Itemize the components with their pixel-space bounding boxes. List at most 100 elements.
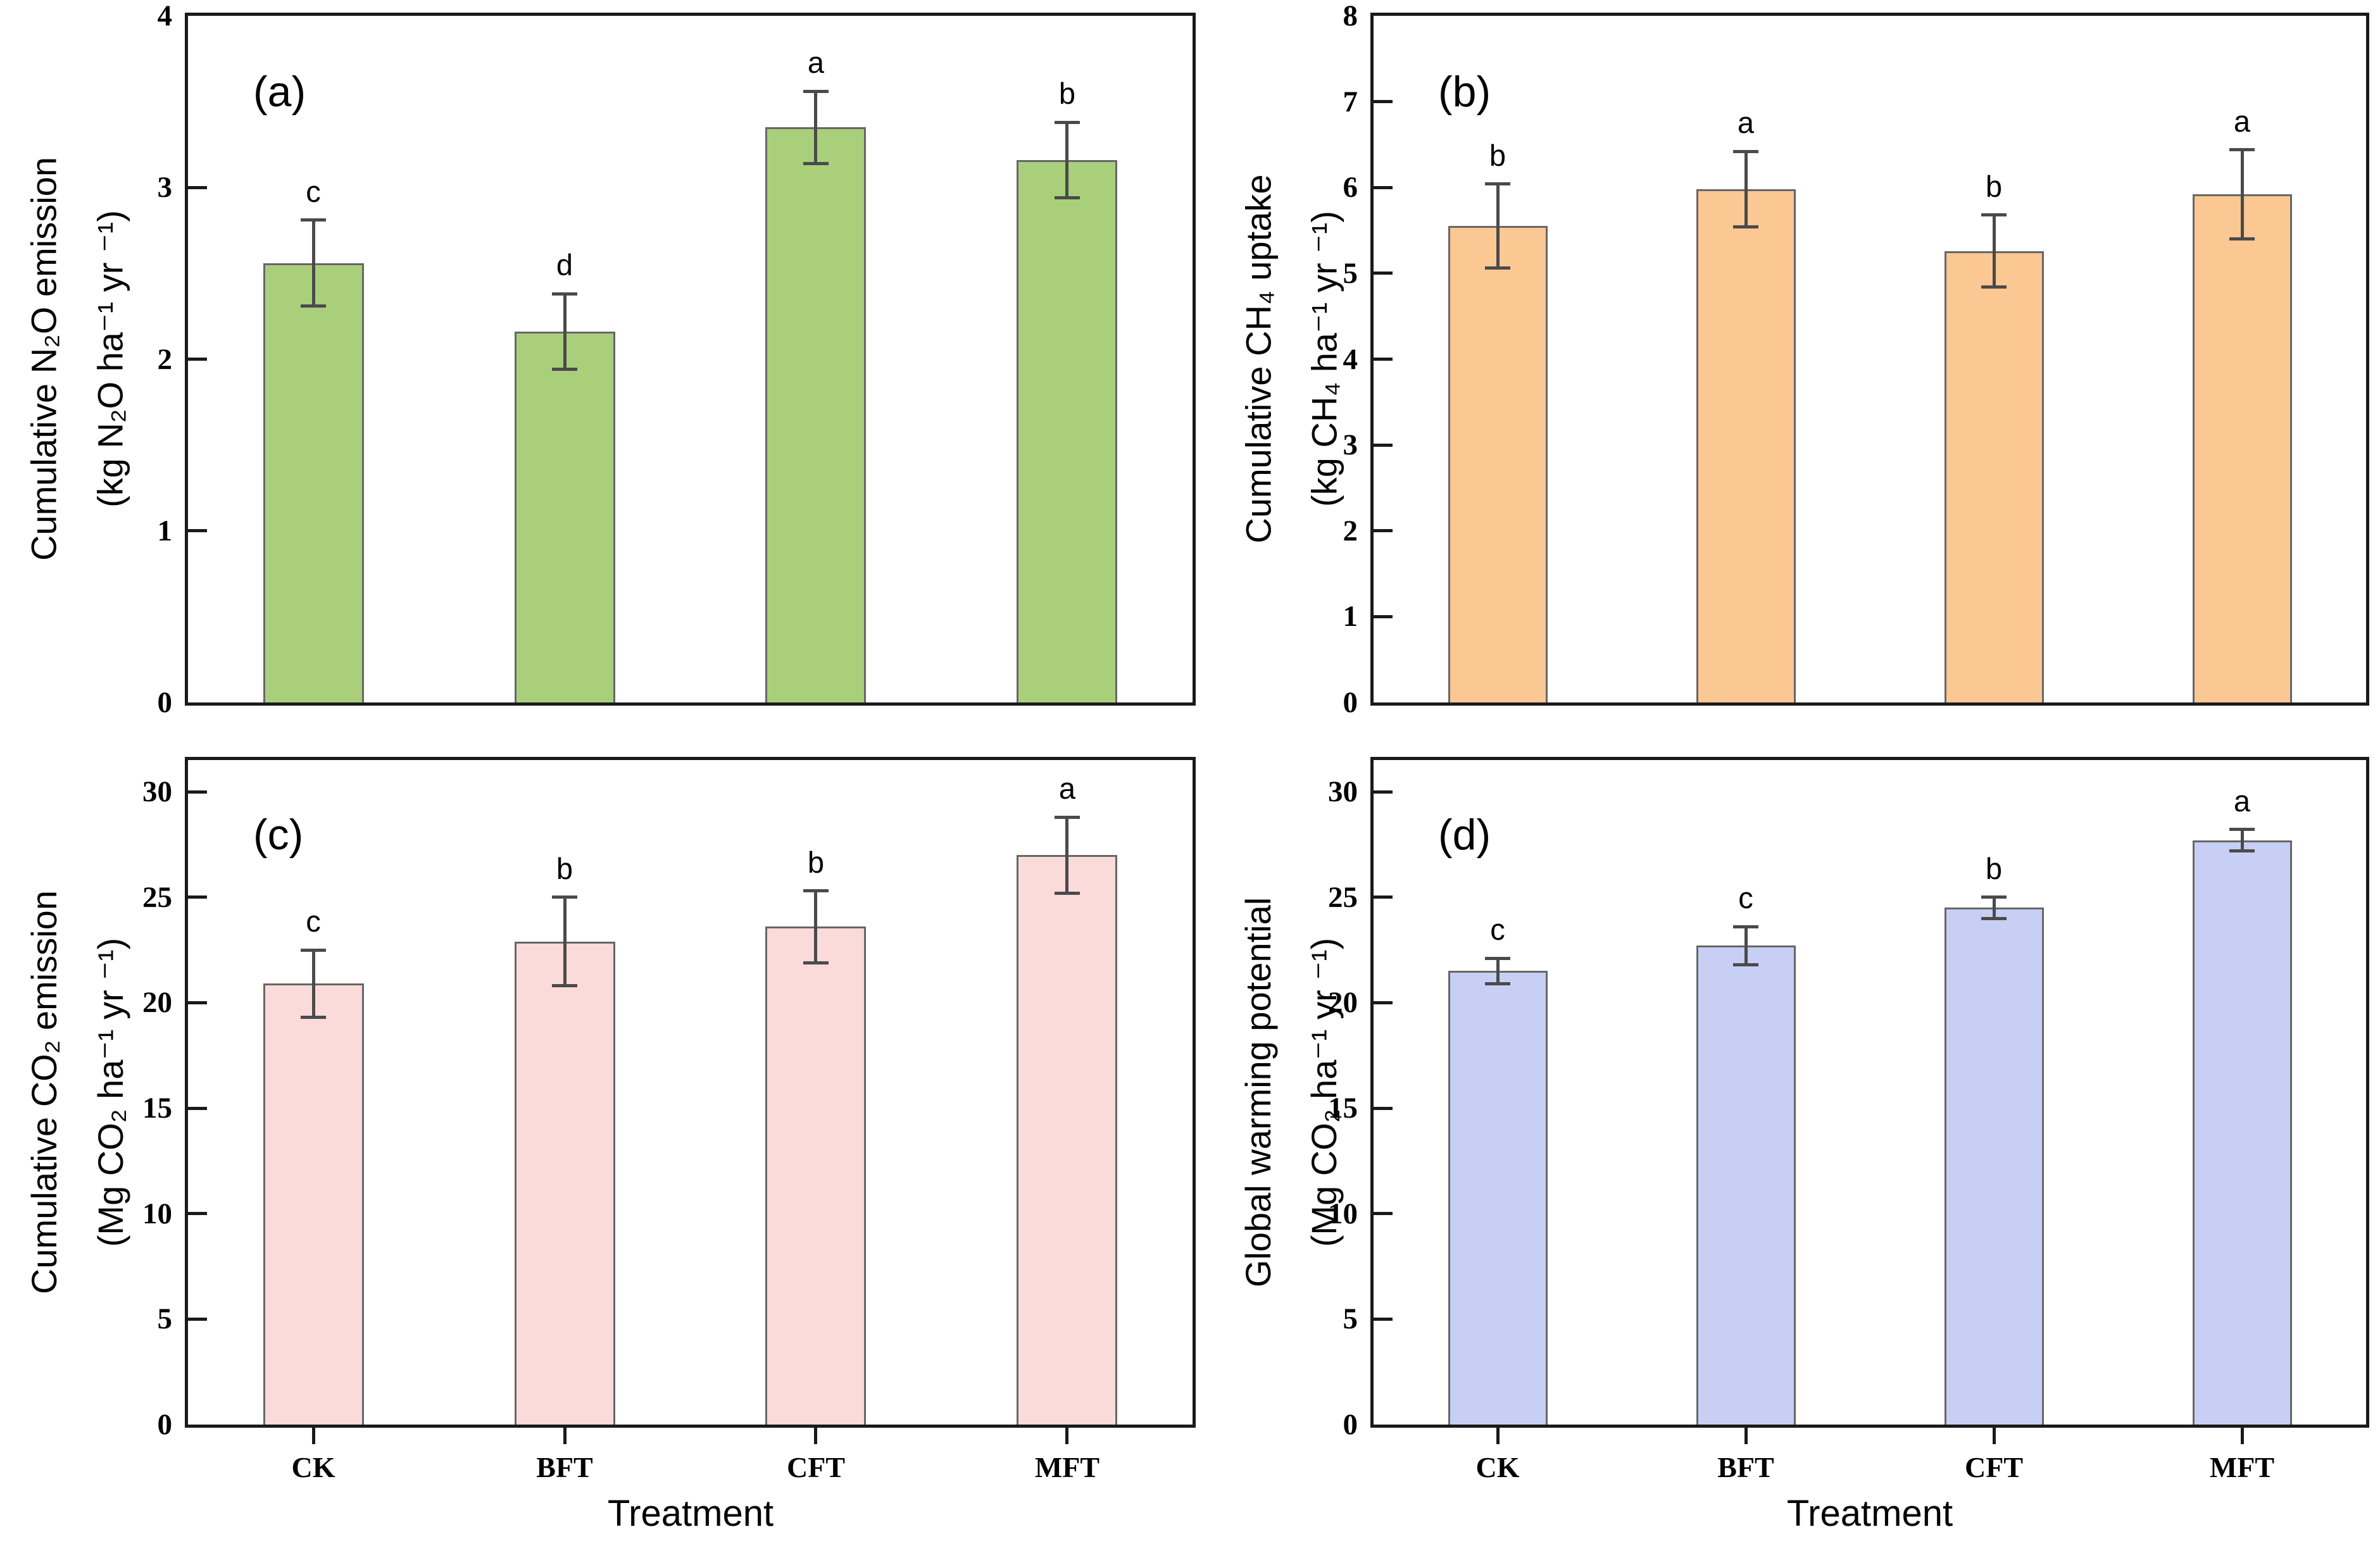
y-tick-mark <box>188 1212 207 1215</box>
error-bar <box>312 220 315 306</box>
bar-CFT <box>765 926 866 1425</box>
y-tick-mark <box>1374 358 1393 361</box>
error-bar-cap <box>1055 892 1080 895</box>
error-bar <box>1993 897 1996 918</box>
error-bar-cap <box>1055 196 1080 199</box>
significance-letter: b <box>1985 852 2003 885</box>
y-tick-label: 25 <box>1328 881 1358 914</box>
panel-tag-b: (b) <box>1438 68 1491 116</box>
y-tick-mark <box>1374 1318 1393 1321</box>
y-tick-mark <box>1374 100 1393 103</box>
y-tick-mark <box>188 895 207 899</box>
x-tick-label: CFT <box>787 1451 845 1483</box>
y-tick-mark <box>1374 1212 1393 1215</box>
bar-BFT <box>515 942 615 1425</box>
error-bar-cap <box>803 90 829 93</box>
error-bar-cap <box>301 218 326 221</box>
significance-letter: b <box>556 852 573 885</box>
x-tick-label: MFT <box>1034 1451 1100 1483</box>
error-bar-cap <box>552 292 577 296</box>
x-tick-label: CK <box>291 1451 335 1483</box>
y-axis-title-panel-d: Global warming potential <box>1238 897 1278 1288</box>
error-bar <box>1065 817 1068 893</box>
y-tick-label: 0 <box>1343 686 1358 719</box>
y-tick-mark <box>1374 186 1393 189</box>
error-bar <box>1744 151 1748 227</box>
y-tick-label: 4 <box>1343 343 1358 376</box>
x-axis-title-right: Treatment <box>1786 1493 1953 1534</box>
error-bar-cap <box>1733 150 1758 153</box>
error-bar <box>2241 150 2244 239</box>
y-tick-mark <box>1374 271 1393 275</box>
error-bar-cap <box>1981 895 2007 899</box>
significance-letter: a <box>2233 104 2251 138</box>
error-bar-cap <box>2229 148 2255 151</box>
significance-letter: a <box>807 46 825 79</box>
x-tick-mark <box>1065 1428 1068 1444</box>
error-bar-cap <box>2229 828 2255 831</box>
error-bar-cap <box>1733 925 1758 928</box>
x-tick-label: CFT <box>1965 1451 2023 1483</box>
error-bar-cap <box>803 889 829 892</box>
error-bar-cap <box>1485 982 1510 985</box>
error-bar <box>2241 830 2244 851</box>
x-tick-mark <box>1744 1428 1748 1444</box>
y-tick-mark <box>1374 444 1393 447</box>
y-tick-mark <box>1374 790 1393 794</box>
error-bar-cap <box>1485 957 1510 960</box>
error-bar-cap <box>803 961 829 964</box>
y-tick-label: 6 <box>1343 171 1358 204</box>
bar-BFT <box>1696 189 1796 702</box>
x-axis-title-left: Treatment <box>607 1493 774 1534</box>
bar-MFT <box>2193 194 2292 702</box>
error-bar <box>814 891 817 963</box>
y-tick-mark <box>188 358 207 361</box>
significance-letter: a <box>2233 784 2251 818</box>
y-tick-mark <box>1374 1107 1393 1110</box>
bar-CK <box>263 263 364 702</box>
error-bar-cap <box>1733 225 1758 228</box>
bar-CFT <box>765 127 866 702</box>
y-tick-label: 5 <box>1343 257 1358 290</box>
significance-letter: b <box>1058 77 1076 110</box>
error-bar <box>563 897 567 986</box>
error-bar-cap <box>2229 849 2255 852</box>
error-bar-cap <box>803 162 829 165</box>
y-tick-label: 30 <box>142 775 172 808</box>
bar-BFT <box>515 332 615 702</box>
x-tick-mark <box>1993 1428 1996 1444</box>
x-tick-mark <box>1496 1428 1500 1444</box>
bar-CFT <box>1945 908 2044 1425</box>
significance-letter: d <box>556 248 573 282</box>
bar-MFT <box>2193 840 2292 1425</box>
y-axis-title-panel-c: Cumulative CO₂ emission <box>24 890 64 1294</box>
y-tick-label: 5 <box>157 1302 173 1335</box>
y-tick-mark <box>1374 615 1393 618</box>
bar-CFT <box>1945 251 2044 702</box>
plot-area-panel-c: (c) c b b a <box>185 757 1196 1428</box>
y-tick-label: 15 <box>1328 1092 1358 1125</box>
y-tick-label: 2 <box>157 343 173 376</box>
plot-area-panel-a: (a) c d a b <box>185 13 1196 706</box>
y-tick-mark <box>1374 895 1393 899</box>
error-bar-cap <box>301 1016 326 1019</box>
error-bar <box>1496 958 1500 983</box>
y-tick-label: 0 <box>157 686 173 719</box>
y-tick-label: 8 <box>1343 0 1358 32</box>
significance-letter: b <box>1985 170 2003 203</box>
bar-CK <box>1448 226 1548 702</box>
error-bar <box>1993 215 1996 287</box>
bar-BFT <box>1696 945 1796 1425</box>
x-tick-mark <box>563 1428 567 1444</box>
y-tick-label: 5 <box>1343 1302 1358 1335</box>
y-tick-label: 3 <box>157 171 173 204</box>
error-bar-cap <box>1733 963 1758 966</box>
significance-letter: c <box>306 175 321 208</box>
significance-letter: c <box>1738 881 1753 914</box>
error-bar <box>563 294 567 369</box>
bar-CK <box>263 983 364 1425</box>
y-tick-mark <box>188 790 207 794</box>
x-tick-mark <box>814 1428 817 1444</box>
y-tick-mark <box>1374 529 1393 532</box>
